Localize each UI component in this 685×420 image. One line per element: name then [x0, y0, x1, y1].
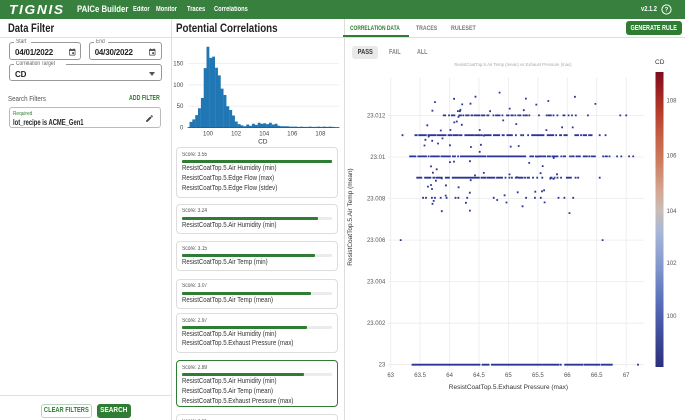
svg-text:0: 0 [180, 126, 184, 132]
svg-text:66: 66 [564, 373, 571, 379]
svg-text:63: 63 [387, 373, 394, 379]
svg-text:23.012: 23.012 [367, 114, 386, 120]
svg-text:106: 106 [667, 154, 678, 160]
svg-text:104: 104 [667, 209, 678, 215]
svg-text:150: 150 [173, 62, 184, 68]
svg-text:104: 104 [259, 132, 270, 138]
svg-text:64.5: 64.5 [473, 373, 485, 379]
svg-text:108: 108 [315, 132, 326, 138]
svg-text:108: 108 [667, 99, 678, 105]
svg-text:CD: CD [258, 139, 268, 146]
svg-text:23.008: 23.008 [367, 197, 386, 203]
svg-text:64: 64 [446, 373, 453, 379]
svg-text:100: 100 [203, 132, 214, 138]
svg-text:100: 100 [667, 314, 678, 320]
svg-text:100: 100 [173, 83, 184, 89]
svg-text:65: 65 [505, 373, 512, 379]
svg-text:23: 23 [379, 363, 386, 369]
svg-text:106: 106 [287, 132, 298, 138]
svg-text:23.002: 23.002 [367, 321, 386, 327]
svg-text:23.004: 23.004 [367, 280, 386, 286]
svg-text:102: 102 [231, 132, 242, 138]
svg-text:65.5: 65.5 [532, 373, 544, 379]
svg-text:102: 102 [667, 261, 678, 267]
svg-text:67: 67 [623, 373, 630, 379]
svg-text:ResistCoatTop.5.Air Temp (mean: ResistCoatTop.5.Air Temp (mean) [347, 168, 354, 265]
svg-text:23.006: 23.006 [367, 238, 386, 244]
svg-text:ResistCoatTop.5.Air Temp (mean: ResistCoatTop.5.Air Temp (mean) vs Exhau… [454, 62, 572, 67]
svg-text:23.01: 23.01 [370, 155, 386, 161]
svg-text:66.5: 66.5 [591, 373, 603, 379]
svg-text:CD: CD [655, 59, 665, 66]
svg-text:?: ? [665, 8, 669, 14]
svg-text:50: 50 [177, 104, 184, 110]
svg-text:63.5: 63.5 [414, 373, 426, 379]
svg-text:ResistCoatTop.5.Exhaust Pressu: ResistCoatTop.5.Exhaust Pressure (max) [449, 384, 568, 391]
